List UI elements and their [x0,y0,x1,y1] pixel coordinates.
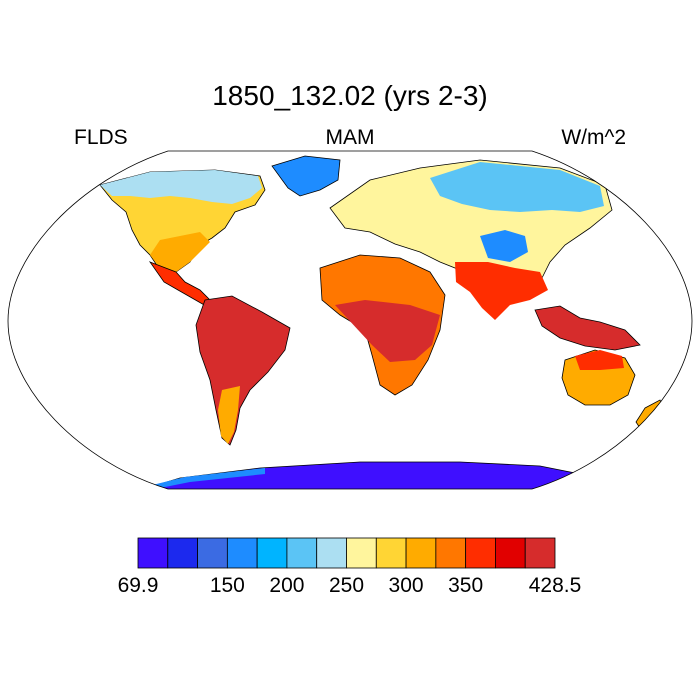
colorbar-swatch [375,537,407,569]
plot-title: 1850_132.02 (yrs 2-3) [212,80,488,111]
north-america-arctic [100,170,262,204]
north-america-east [150,232,210,272]
colorbar-swatch [495,537,526,569]
colorbar-swatch [346,537,377,569]
south-asia-land [455,262,548,320]
colorbar-swatch [435,537,467,569]
colorbar [137,537,556,569]
antarctica-coast [140,468,265,489]
south-america-south [218,386,240,444]
colorbar-tick-label: 150 [209,574,245,597]
antarctica-land [139,461,581,489]
colorbar-swatch [256,537,288,569]
colorbar-tick-label: 350 [448,574,484,597]
colorbar-tick-label: 428.5 [528,574,582,597]
maritime-asia-land [534,305,641,351]
colorbar-swatch [316,537,347,569]
variable-label: FLDS [74,126,128,149]
season-label: MAM [325,126,375,149]
colorbar-swatch [286,537,318,569]
colorbar-tick-label: 300 [388,574,424,597]
colorbar-tick-label: 250 [328,574,365,597]
colorbar-swatch [465,537,496,569]
colorbar-swatch [226,537,258,569]
tibet-land [480,230,528,262]
south-america-land [195,295,291,446]
units-label: W/m^2 [561,126,626,149]
australia-north [575,350,624,370]
colorbar-swatch [197,537,228,569]
colorbar-tick-label: 69.9 [117,574,159,597]
colorbar-swatch [167,537,198,569]
colorbar-swatch [405,537,437,569]
colorbar-swatch [137,537,169,569]
siberia-land [430,162,604,212]
map-fill [99,155,666,489]
colorbar-tick-label: 200 [269,574,305,597]
central-africa-land [335,300,440,362]
colorbar-swatch [524,537,556,569]
map-outline [7,150,693,490]
greenland-land [271,155,341,197]
